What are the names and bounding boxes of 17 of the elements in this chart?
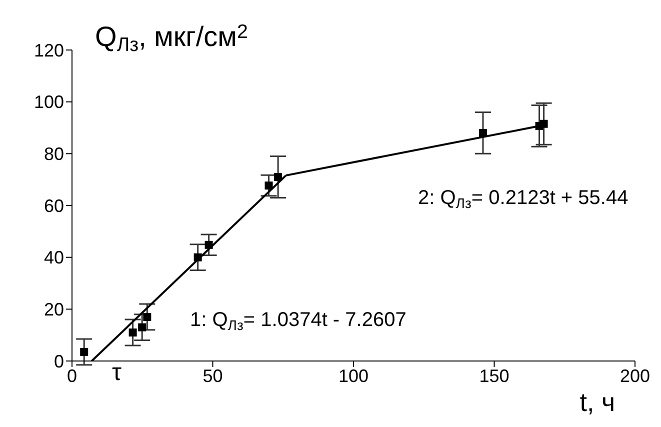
x-tick-label: 200: [620, 366, 650, 386]
y-tick-label: 40: [44, 248, 64, 268]
x-tick-label: 0: [66, 366, 78, 386]
annotation: 1: Q$_{Лз}$= 1.0374t - 7.2607: [190, 309, 406, 332]
y-tick-label: 60: [44, 196, 64, 216]
x-tick-label: 150: [479, 366, 510, 386]
y-tick-label: 20: [44, 300, 64, 320]
annotation: 2: Q$_{Лз}$= 0.2123t + 55.44: [418, 187, 628, 210]
x-axis-title: t, ч: [580, 387, 615, 417]
x-tick-label: 50: [202, 366, 223, 386]
y-tick-label: 80: [44, 144, 64, 164]
y-tick-label: 120: [34, 40, 64, 60]
x-tick-label: 100: [338, 366, 369, 386]
y-axis-title: Q$_{Лз}$, мкг/см$^{2}$: [95, 21, 248, 56]
y-tick-label: 100: [34, 92, 64, 112]
annotation: τ: [112, 359, 122, 386]
y-tick-label: 0: [54, 351, 64, 372]
